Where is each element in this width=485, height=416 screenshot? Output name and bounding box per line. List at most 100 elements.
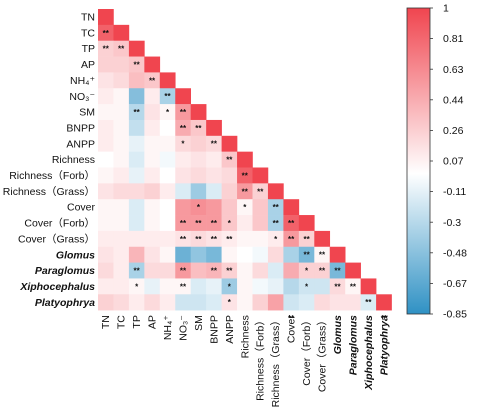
heatmap-cell bbox=[159, 151, 176, 168]
heatmap-cell bbox=[113, 230, 130, 248]
row-label: Richness（Forb） bbox=[9, 170, 95, 182]
heatmap-cell bbox=[98, 135, 114, 152]
significance-mark: ** bbox=[180, 219, 187, 228]
colorbar-tick-label: -0.3 bbox=[443, 217, 461, 229]
heatmap-cell bbox=[175, 294, 191, 311]
heatmap-cell bbox=[175, 215, 191, 232]
heatmap-cell bbox=[221, 199, 238, 216]
heatmap-cell bbox=[144, 88, 161, 105]
significance-mark: ** bbox=[164, 92, 171, 101]
heatmap-cell bbox=[159, 230, 176, 248]
heatmap-cell bbox=[221, 230, 238, 248]
heatmap-cell bbox=[314, 246, 331, 263]
heatmap-cell bbox=[190, 119, 207, 137]
significance-mark: ** bbox=[273, 219, 280, 228]
heatmap-cell bbox=[298, 215, 315, 232]
row-label: Glomus bbox=[56, 249, 95, 261]
heatmap-cell bbox=[283, 278, 300, 295]
heatmap-cell bbox=[159, 119, 176, 137]
heatmap-cell bbox=[128, 151, 145, 168]
colorbar: 1 0.81 0.63 0.44 0.26 0.07 -0.11 -0.3 -0.48 -0.67… bbox=[406, 3, 467, 321]
significance-mark: ** bbox=[288, 219, 295, 228]
heatmap-cell bbox=[267, 294, 284, 311]
heatmap-cell bbox=[113, 72, 130, 89]
heatmap-cell bbox=[298, 246, 315, 263]
significance-mark: ** bbox=[226, 235, 233, 244]
significance-mark: ** bbox=[211, 267, 218, 276]
heatmap-cell bbox=[113, 151, 130, 168]
heatmap-cell bbox=[128, 183, 145, 200]
heatmap-cell bbox=[128, 40, 145, 57]
heatmap-cell bbox=[237, 183, 253, 200]
significance-mark: ** bbox=[195, 219, 202, 228]
heatmap-cell bbox=[314, 262, 331, 279]
heatmap-cell bbox=[128, 167, 145, 184]
significance-mark: ** bbox=[365, 298, 372, 307]
heatmap-cell bbox=[128, 88, 145, 105]
heatmap-cell bbox=[144, 294, 161, 311]
heatmap-cell bbox=[128, 230, 145, 248]
heatmap-cell bbox=[144, 230, 161, 248]
heatmap-cell bbox=[113, 40, 130, 57]
significance-mark: * bbox=[228, 282, 232, 291]
heatmap-cell bbox=[113, 246, 130, 263]
heatmap-cell bbox=[237, 215, 253, 232]
heatmap-cell bbox=[237, 151, 253, 168]
significance-mark: ** bbox=[334, 267, 341, 276]
significance-mark: ** bbox=[180, 267, 187, 276]
heatmap-cell bbox=[144, 119, 161, 137]
column-label: TN bbox=[100, 315, 112, 329]
row-label: NO₃⁻ bbox=[69, 91, 95, 103]
heatmap-cell bbox=[329, 246, 346, 263]
heatmap-cell bbox=[175, 104, 191, 121]
significance-mark: ** bbox=[319, 251, 326, 260]
significance-mark: ** bbox=[180, 282, 187, 291]
heatmap-cell bbox=[206, 230, 222, 248]
significance-mark: ** bbox=[273, 203, 280, 212]
heatmap-cell bbox=[329, 294, 346, 311]
row-label: Richness bbox=[52, 154, 95, 166]
significance-mark: * bbox=[228, 298, 232, 307]
heatmap-cell bbox=[98, 24, 114, 41]
heatmap-cell bbox=[98, 88, 114, 105]
heatmap-cell bbox=[175, 151, 191, 168]
significance-mark: ** bbox=[195, 235, 202, 244]
heatmap-cell bbox=[267, 183, 284, 200]
column-label: Cover（Grass） bbox=[317, 315, 329, 392]
heatmap-cell bbox=[128, 119, 145, 137]
heatmap-cell bbox=[113, 262, 130, 279]
significance-mark: ** bbox=[211, 219, 218, 228]
heatmap-cell bbox=[190, 294, 207, 311]
heatmap-cell bbox=[252, 262, 269, 279]
heatmap-cell bbox=[128, 262, 145, 279]
colorbar-tick-label: -0.85 bbox=[443, 309, 467, 321]
heatmap-cell bbox=[144, 183, 161, 200]
colorbar-tick-label: 0.81 bbox=[443, 33, 464, 45]
heatmap-cell bbox=[144, 135, 161, 152]
heatmap-cell bbox=[144, 262, 161, 279]
significance-mark: * bbox=[305, 282, 309, 291]
heatmap-cell bbox=[128, 294, 145, 311]
heatmap-cell bbox=[190, 199, 207, 216]
heatmap-cell bbox=[314, 230, 331, 248]
heatmap-cell bbox=[98, 9, 114, 26]
heatmap-cell bbox=[113, 167, 130, 184]
heatmap-cell bbox=[267, 262, 284, 279]
heatmap-cell bbox=[98, 151, 114, 168]
heatmap-cell bbox=[113, 135, 130, 152]
significance-mark: ** bbox=[195, 124, 202, 133]
significance-mark: ** bbox=[288, 235, 295, 244]
heatmap-cell bbox=[206, 215, 222, 232]
heatmap-cell bbox=[128, 56, 145, 73]
heatmap-cell bbox=[175, 262, 191, 279]
colorbar-tick-label: -0.11 bbox=[443, 186, 466, 198]
heatmap-cell bbox=[159, 167, 176, 184]
heatmap-cell bbox=[221, 278, 238, 295]
significance-mark: * bbox=[243, 203, 247, 212]
heatmap-cell bbox=[98, 119, 114, 137]
heatmap-cell bbox=[267, 230, 284, 248]
significance-mark: ** bbox=[180, 124, 187, 133]
heatmap-cell bbox=[128, 199, 145, 216]
heatmap-cell bbox=[175, 230, 191, 248]
